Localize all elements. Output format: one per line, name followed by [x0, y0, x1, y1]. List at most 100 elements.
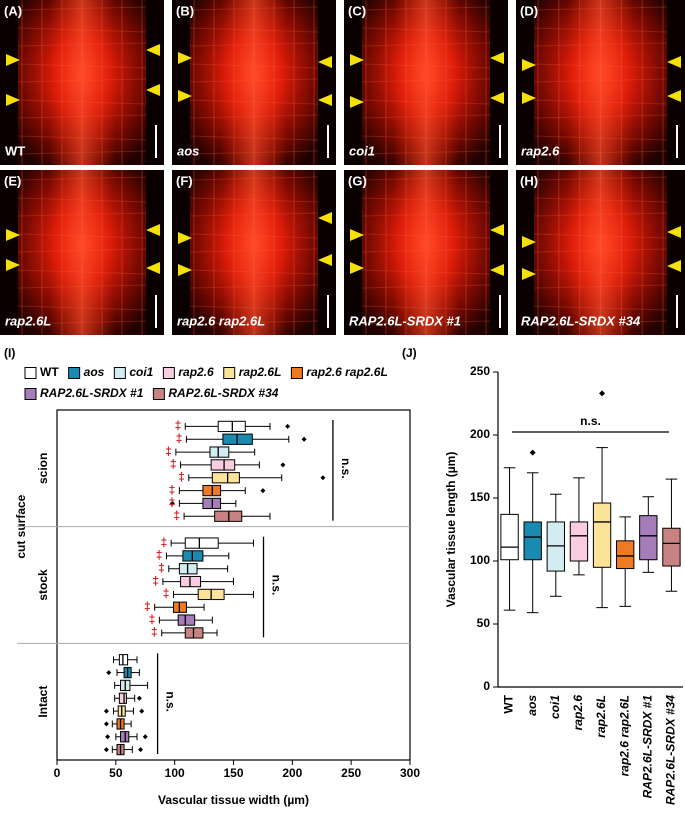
- significance: ‡: [169, 496, 176, 510]
- micrograph: (H) RAP2.6L-SRDX #34: [516, 170, 685, 335]
- cell-wall: [189, 176, 319, 181]
- micrograph: (A) WT: [0, 0, 164, 165]
- x-tick-label: RAP2.6L-SRDX #1: [640, 695, 654, 799]
- cell-wall: [533, 233, 668, 239]
- box: [639, 515, 658, 561]
- cell-wall: [361, 320, 491, 325]
- x-tick-label: 200: [282, 766, 302, 780]
- box: [209, 446, 230, 458]
- significance: ‡: [173, 508, 180, 522]
- panel-letter: (B): [176, 3, 194, 18]
- arrowhead: [350, 229, 364, 241]
- cell-wall: [17, 63, 147, 69]
- arrowhead: [146, 44, 160, 56]
- cell-wall: [17, 6, 147, 11]
- cell-wall: [189, 233, 319, 239]
- arrowhead: [350, 54, 364, 66]
- arrowhead: [350, 96, 364, 108]
- x-tick-label: 150: [223, 766, 243, 780]
- legend-label: RAP2.6L-SRDX #34: [168, 386, 278, 400]
- outlier: [285, 423, 291, 429]
- cell-wall: [17, 284, 147, 289]
- cell-wall: [361, 305, 491, 311]
- legend-label: aos: [84, 365, 105, 379]
- vascular-core: [221, 0, 287, 165]
- cell-wall: [17, 248, 147, 253]
- legend-label: coi1: [129, 365, 153, 379]
- cell-wall: [361, 212, 491, 217]
- arrowhead: [178, 264, 192, 276]
- significance: ‡: [144, 599, 151, 613]
- panel-letter: (D): [520, 3, 538, 18]
- arrowhead: [522, 92, 536, 104]
- x-tick-label: 0: [54, 766, 61, 780]
- cell-wall: [189, 99, 319, 105]
- outlier: [103, 721, 109, 727]
- cell-wall: [189, 63, 319, 69]
- cell-wall: [189, 135, 319, 141]
- vascular-core: [393, 170, 459, 335]
- cell-wall: [17, 99, 147, 105]
- cell-wall: [533, 42, 668, 47]
- cell-wall: [189, 114, 319, 119]
- cell-wall: [533, 212, 668, 217]
- micrographs: (A) WT (B) aos (C) coi1 (D) rap2.6 (E) rap2.6L (F)…: [0, 0, 685, 335]
- arrowhead: [146, 224, 160, 236]
- significance: ‡: [175, 419, 182, 433]
- cell-wall: [189, 6, 319, 11]
- y-tick-label: 200: [470, 427, 490, 441]
- box: [210, 459, 236, 471]
- cell-wall: [17, 176, 147, 181]
- x-tick-label: aos: [525, 695, 539, 716]
- y-tick-label: 0: [483, 679, 490, 693]
- vascular-core: [49, 170, 115, 335]
- cell-wall: [361, 114, 491, 119]
- cell-wall: [17, 135, 147, 141]
- x-tick-label: WT: [502, 694, 516, 713]
- cell-wall: [189, 150, 319, 155]
- x-tick-label: 300: [400, 766, 420, 780]
- arrowhead: [490, 224, 504, 236]
- box: [662, 527, 681, 567]
- cell-wall: [189, 212, 319, 217]
- arrowhead: [6, 94, 20, 106]
- cell-wall: [361, 63, 491, 69]
- significance: ‡: [152, 574, 159, 588]
- panel-letter: (J): [402, 346, 417, 360]
- x-tick-label: rap2.6: [571, 695, 585, 731]
- cell-wall: [17, 150, 147, 155]
- cell-wall: [189, 197, 319, 203]
- outlier: [103, 708, 109, 714]
- box: [616, 540, 635, 570]
- y-tick-label: 100: [470, 553, 490, 567]
- cell-wall: [17, 197, 147, 203]
- cell-wall: [361, 150, 491, 155]
- panel-letter: (C): [348, 3, 366, 18]
- outlier: [142, 734, 148, 740]
- cell-wall: [361, 284, 491, 289]
- significance: ‡: [160, 535, 167, 549]
- x-tick-label: RAP2.6L-SRDX #34: [664, 695, 678, 805]
- outlier: [599, 390, 606, 397]
- cell-wall: [533, 305, 668, 311]
- significance: ‡: [158, 561, 165, 575]
- arrowhead: [667, 226, 681, 238]
- outlier: [106, 670, 112, 676]
- panel-letter: (F): [176, 173, 193, 188]
- cell-wall: [533, 27, 668, 33]
- cell-wall: [17, 42, 147, 47]
- micrograph: (G) RAP2.6L-SRDX #1: [344, 170, 508, 335]
- outlier: [139, 708, 145, 714]
- outlier: [103, 747, 109, 753]
- arrowhead: [490, 264, 504, 276]
- x-tick-label: rap2.6L: [594, 695, 608, 738]
- cell-wall: [17, 269, 147, 275]
- cell-wall: [361, 269, 491, 275]
- panel-letter: (I): [4, 346, 15, 360]
- arrowhead: [6, 229, 20, 241]
- genotype-label: RAP2.6L-SRDX #34: [521, 313, 641, 328]
- cell-wall: [533, 63, 668, 69]
- arrowhead: [146, 262, 160, 274]
